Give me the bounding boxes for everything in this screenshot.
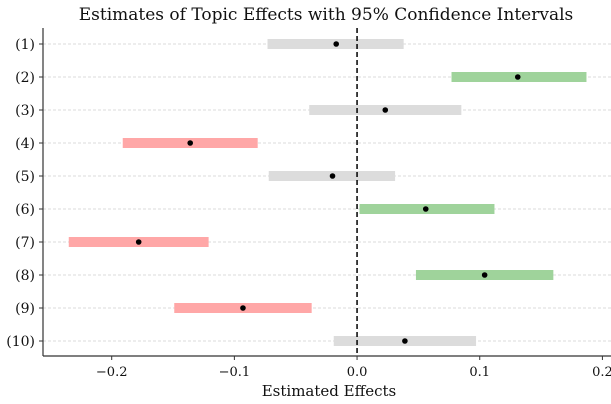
chart-title: Estimates of Topic Effects with 95% Conf… <box>79 5 574 25</box>
point-estimate <box>382 107 389 113</box>
x-tick-label: 0.2 <box>592 365 611 380</box>
point-estimate <box>135 239 142 245</box>
y-tick-label: (10) <box>6 334 35 350</box>
y-tick-label: (5) <box>15 169 35 185</box>
x-tick-label: 0.1 <box>469 365 490 380</box>
x-axis-label: Estimated Effects <box>262 382 397 400</box>
y-tick-label: (4) <box>15 136 35 152</box>
point-estimate <box>402 338 408 344</box>
y-tick-label: (2) <box>15 70 35 86</box>
point-estimate <box>514 74 521 80</box>
point-estimate <box>240 305 246 311</box>
x-tick-label: 0.0 <box>347 365 368 380</box>
y-tick-label: (7) <box>15 235 35 251</box>
y-tick-label: (1) <box>15 37 35 53</box>
x-tick-label: −0.2 <box>96 365 128 380</box>
point-estimate <box>481 272 488 278</box>
point-estimate <box>329 173 336 179</box>
y-tick-label: (6) <box>15 202 35 218</box>
point-estimate <box>187 140 194 146</box>
point-estimate <box>333 41 340 47</box>
y-tick-label: (8) <box>15 268 35 284</box>
x-tick-label: −0.1 <box>219 365 251 380</box>
y-tick-label: (3) <box>15 103 35 119</box>
y-tick-label: (9) <box>15 301 35 317</box>
point-estimate <box>422 206 429 212</box>
